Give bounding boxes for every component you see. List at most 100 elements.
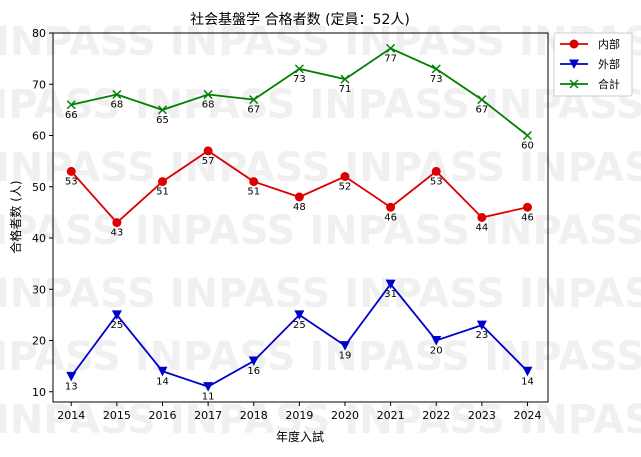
series-3-point bbox=[294, 64, 304, 74]
x-tick-label: 2014 bbox=[57, 409, 85, 422]
series-2-data-label: 31 bbox=[384, 289, 397, 300]
watermark-text: INPASS INPASS INPASS INPASS bbox=[0, 271, 641, 317]
x-axis: 2014 2015 2016 2017 2018 2019 2020 2021 2022 2023… bbox=[57, 402, 541, 422]
series-1-data-label: 53 bbox=[430, 176, 443, 187]
x-tick-label: 2022 bbox=[422, 409, 450, 422]
y-tick-label: 30 bbox=[32, 283, 46, 296]
series-3-point bbox=[157, 105, 168, 115]
series-1-point bbox=[249, 177, 259, 187]
legend-item-3-marker bbox=[569, 79, 579, 89]
series-2-data-label: 14 bbox=[521, 376, 534, 387]
watermark-text: INPASS INPASS INPASS INPASS bbox=[0, 334, 641, 380]
series-2-data-label: 23 bbox=[475, 330, 488, 341]
plot-area-frame bbox=[52, 32, 549, 403]
series-1-point bbox=[386, 202, 396, 212]
series-2-data-label: 20 bbox=[430, 346, 443, 357]
series-1-data-label: 51 bbox=[156, 187, 169, 198]
series-1-point bbox=[340, 172, 350, 181]
legend-item-2-marker bbox=[569, 59, 579, 69]
series-3-data-label: 68 bbox=[202, 100, 215, 111]
series-2-data-label: 25 bbox=[293, 320, 306, 331]
legend-item-1-label: 内部 bbox=[598, 37, 620, 51]
x-tick-label: 2015 bbox=[103, 409, 131, 422]
series-2-data-label: 13 bbox=[65, 381, 78, 392]
series-3-point bbox=[66, 100, 76, 110]
y-tick-label: 80 bbox=[32, 27, 46, 40]
legend-item-1-marker bbox=[569, 39, 579, 49]
legend-item-2-label: 外部 bbox=[598, 57, 620, 71]
x-tick-label: 2021 bbox=[377, 409, 405, 422]
x-axis-label: 年度入試 bbox=[276, 429, 324, 444]
series-2-point bbox=[431, 336, 442, 346]
series-1-point bbox=[157, 177, 167, 187]
series-layer bbox=[66, 43, 533, 392]
series-2-point bbox=[66, 371, 77, 382]
series-3-data-label: 68 bbox=[111, 100, 124, 111]
series-1-data-label: 53 bbox=[65, 176, 78, 187]
x-tick-label: 2019 bbox=[285, 409, 313, 422]
series-1-point bbox=[112, 218, 122, 228]
series-2-point bbox=[339, 341, 350, 351]
x-tick-label: 2023 bbox=[468, 409, 496, 422]
series-3-data-label: 73 bbox=[293, 74, 306, 85]
data-labels-layer: 53 43 51 57 51 48 52 46 53 44 46 13 25 14 11 16 25 19 31 20… bbox=[65, 53, 534, 402]
series-2-point bbox=[111, 310, 122, 320]
watermark-text: INPASS INPASS INPASS INPASS bbox=[0, 208, 641, 254]
series-3-point bbox=[112, 89, 122, 100]
x-tick-label: 2016 bbox=[148, 409, 176, 422]
series-1-point bbox=[522, 202, 532, 212]
legend-item-3-label: 合計 bbox=[598, 77, 620, 91]
x-tick-label: 2020 bbox=[331, 409, 359, 422]
y-tick-label: 70 bbox=[32, 78, 46, 91]
watermark-text: INPASS INPASS INPASS INPASS bbox=[0, 82, 641, 128]
series-3-point bbox=[249, 95, 259, 105]
series-1-data-label: 52 bbox=[339, 182, 352, 193]
watermark-text: INPASS INPASS INPASS INPASS bbox=[0, 397, 641, 443]
watermark-layer: INPASS INPASS INPASS INPASS INPASS INPASS… bbox=[0, 19, 641, 443]
series-3-point bbox=[203, 89, 213, 100]
y-tick-label: 50 bbox=[32, 181, 46, 194]
series-2-point bbox=[203, 382, 214, 392]
series-1-data-label: 57 bbox=[202, 156, 215, 167]
series-3-point bbox=[386, 43, 396, 53]
y-tick-label: 20 bbox=[32, 335, 46, 348]
y-axis-label: 合格者数 (人) bbox=[8, 180, 23, 253]
series-2-point bbox=[476, 320, 487, 331]
series-3-data-label: 67 bbox=[247, 105, 260, 116]
legend-box bbox=[553, 32, 633, 97]
y-tick-label: 60 bbox=[32, 130, 46, 143]
watermark-text: INPASS INPASS INPASS INPASS bbox=[0, 145, 641, 191]
series-3-data-label: 67 bbox=[475, 105, 488, 116]
series-3-point bbox=[431, 64, 441, 74]
series-3-data-label: 66 bbox=[65, 110, 78, 121]
series-1-point bbox=[294, 192, 304, 202]
series-2-data-label: 19 bbox=[339, 351, 352, 362]
series-3-data-label: 73 bbox=[430, 74, 443, 85]
series-3-data-label: 77 bbox=[384, 53, 397, 64]
series-3-point bbox=[477, 95, 487, 105]
series-2-point bbox=[248, 356, 259, 366]
watermark-text: INPASS INPASS INPASS INPASS bbox=[0, 19, 641, 65]
series-3-point bbox=[340, 74, 350, 84]
y-tick-label: 40 bbox=[32, 232, 46, 245]
series-1-point bbox=[203, 146, 213, 156]
x-tick-label: 2018 bbox=[240, 409, 268, 422]
series-2-data-label: 14 bbox=[156, 376, 169, 387]
series-1-data-label: 44 bbox=[475, 223, 488, 234]
y-tick-label: 10 bbox=[32, 386, 46, 399]
series-1-point bbox=[431, 166, 441, 176]
series-3-data-label: 71 bbox=[339, 84, 352, 95]
series-1-point bbox=[66, 166, 76, 176]
series-1-data-label: 43 bbox=[111, 228, 124, 239]
series-2-point bbox=[294, 310, 305, 320]
series-2-point bbox=[385, 279, 396, 290]
series-2-data-label: 16 bbox=[247, 366, 260, 377]
x-tick-label: 2024 bbox=[513, 409, 541, 422]
series-1-data-label: 48 bbox=[293, 202, 306, 213]
series-2-point bbox=[522, 366, 533, 377]
x-tick-label: 2017 bbox=[194, 409, 222, 422]
series-2-data-label: 25 bbox=[111, 320, 124, 331]
